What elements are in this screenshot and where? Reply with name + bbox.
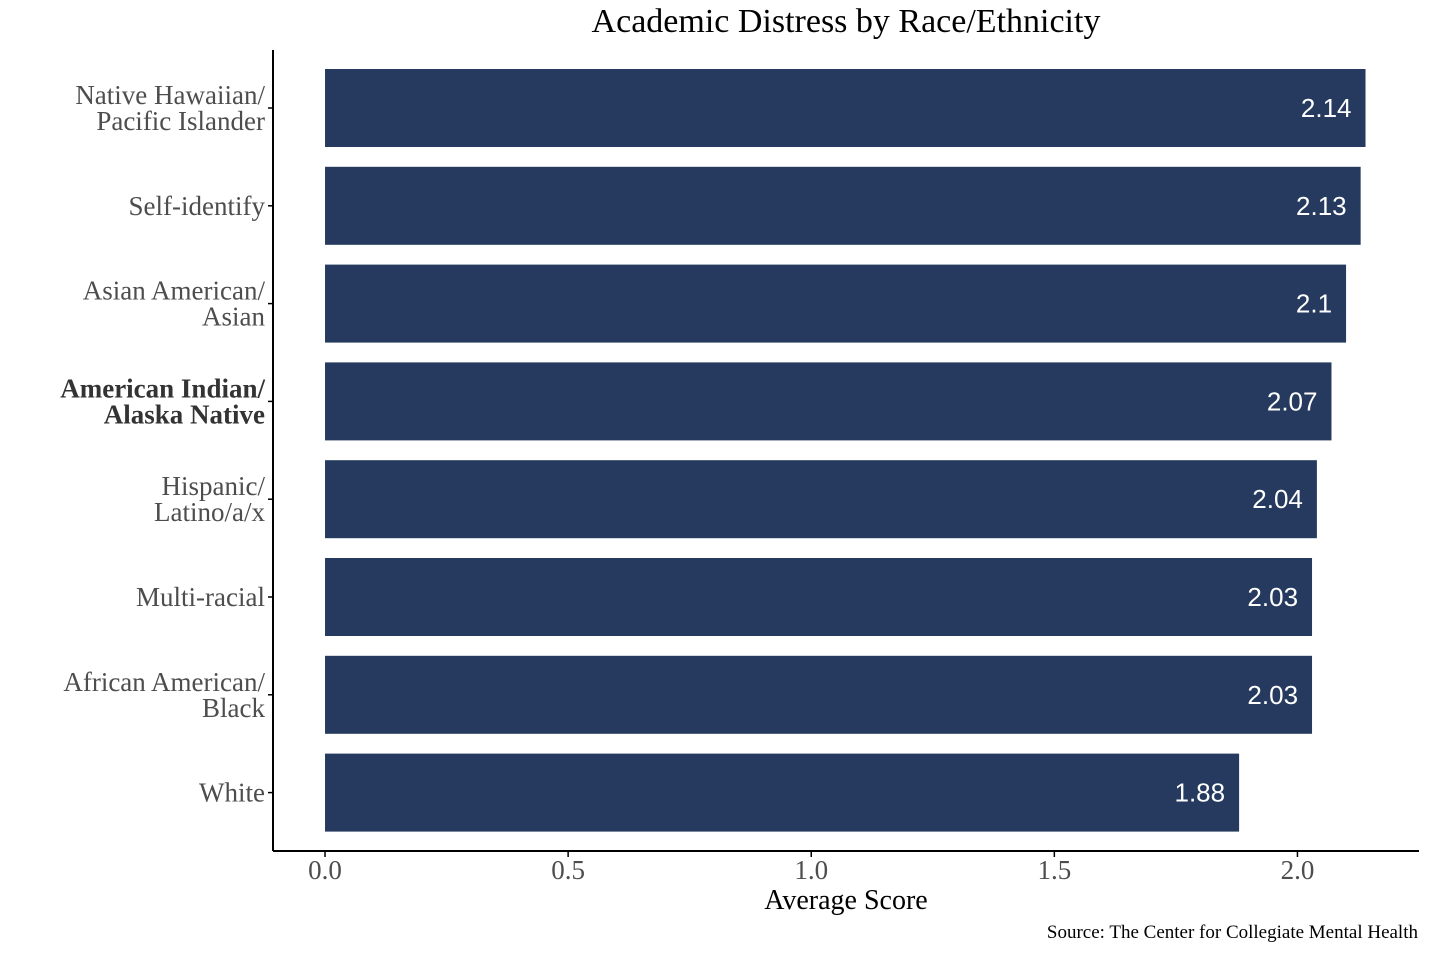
x-tick-label: 2.0	[1281, 855, 1315, 885]
bar	[325, 362, 1332, 441]
source-note: Source: The Center for Collegiate Mental…	[1047, 922, 1419, 943]
bar	[325, 655, 1313, 734]
y-tick-label: White	[199, 778, 265, 808]
bar-value-label: 2.03	[1247, 680, 1298, 710]
bar-value-label: 2.14	[1301, 93, 1352, 123]
x-tick-label: 0.0	[308, 855, 342, 885]
x-tick-label: 1.5	[1037, 855, 1071, 885]
bar-value-label: 1.88	[1174, 778, 1225, 808]
y-tick-label: Native Hawaiian/Pacific Islander	[75, 80, 265, 136]
chart-title: Academic Distress by Race/Ethnicity	[592, 3, 1101, 40]
bar-value-label: 2.1	[1296, 289, 1332, 319]
y-tick-label: American Indian/Alaska Native	[60, 373, 265, 429]
bar	[325, 460, 1317, 539]
x-tick-label: 1.0	[794, 855, 828, 885]
bar-value-label: 2.07	[1267, 386, 1318, 416]
bars-layer	[325, 69, 1366, 832]
y-tick-label: Self-identify	[129, 191, 266, 221]
bar-value-label: 2.04	[1252, 484, 1303, 514]
x-axis-title: Average Score	[764, 885, 928, 916]
bar	[325, 264, 1347, 343]
bar	[325, 166, 1361, 245]
bar	[325, 69, 1366, 147]
y-tick-label: Multi-racial	[136, 582, 265, 612]
bar	[325, 753, 1240, 832]
data-labels-layer: 2.14 2.13 2.1 2.07 2.04 2.03 2.03 1.88	[1174, 93, 1351, 808]
y-tick-label: African American/Black	[63, 667, 265, 723]
bar-value-label: 2.13	[1296, 191, 1347, 221]
x-axis: 0.0 0.5 1.0 1.5 2.0	[273, 850, 1419, 885]
x-tick-label: 0.5	[551, 855, 585, 885]
y-axis: Native Hawaiian/Pacific Islander Self-ide…	[60, 50, 274, 851]
y-tick-label: Asian American/Asian	[83, 276, 266, 332]
bar	[325, 558, 1313, 636]
y-tick-label: Hispanic/Latino/a/x	[154, 471, 265, 527]
bar-value-label: 2.03	[1247, 582, 1298, 612]
